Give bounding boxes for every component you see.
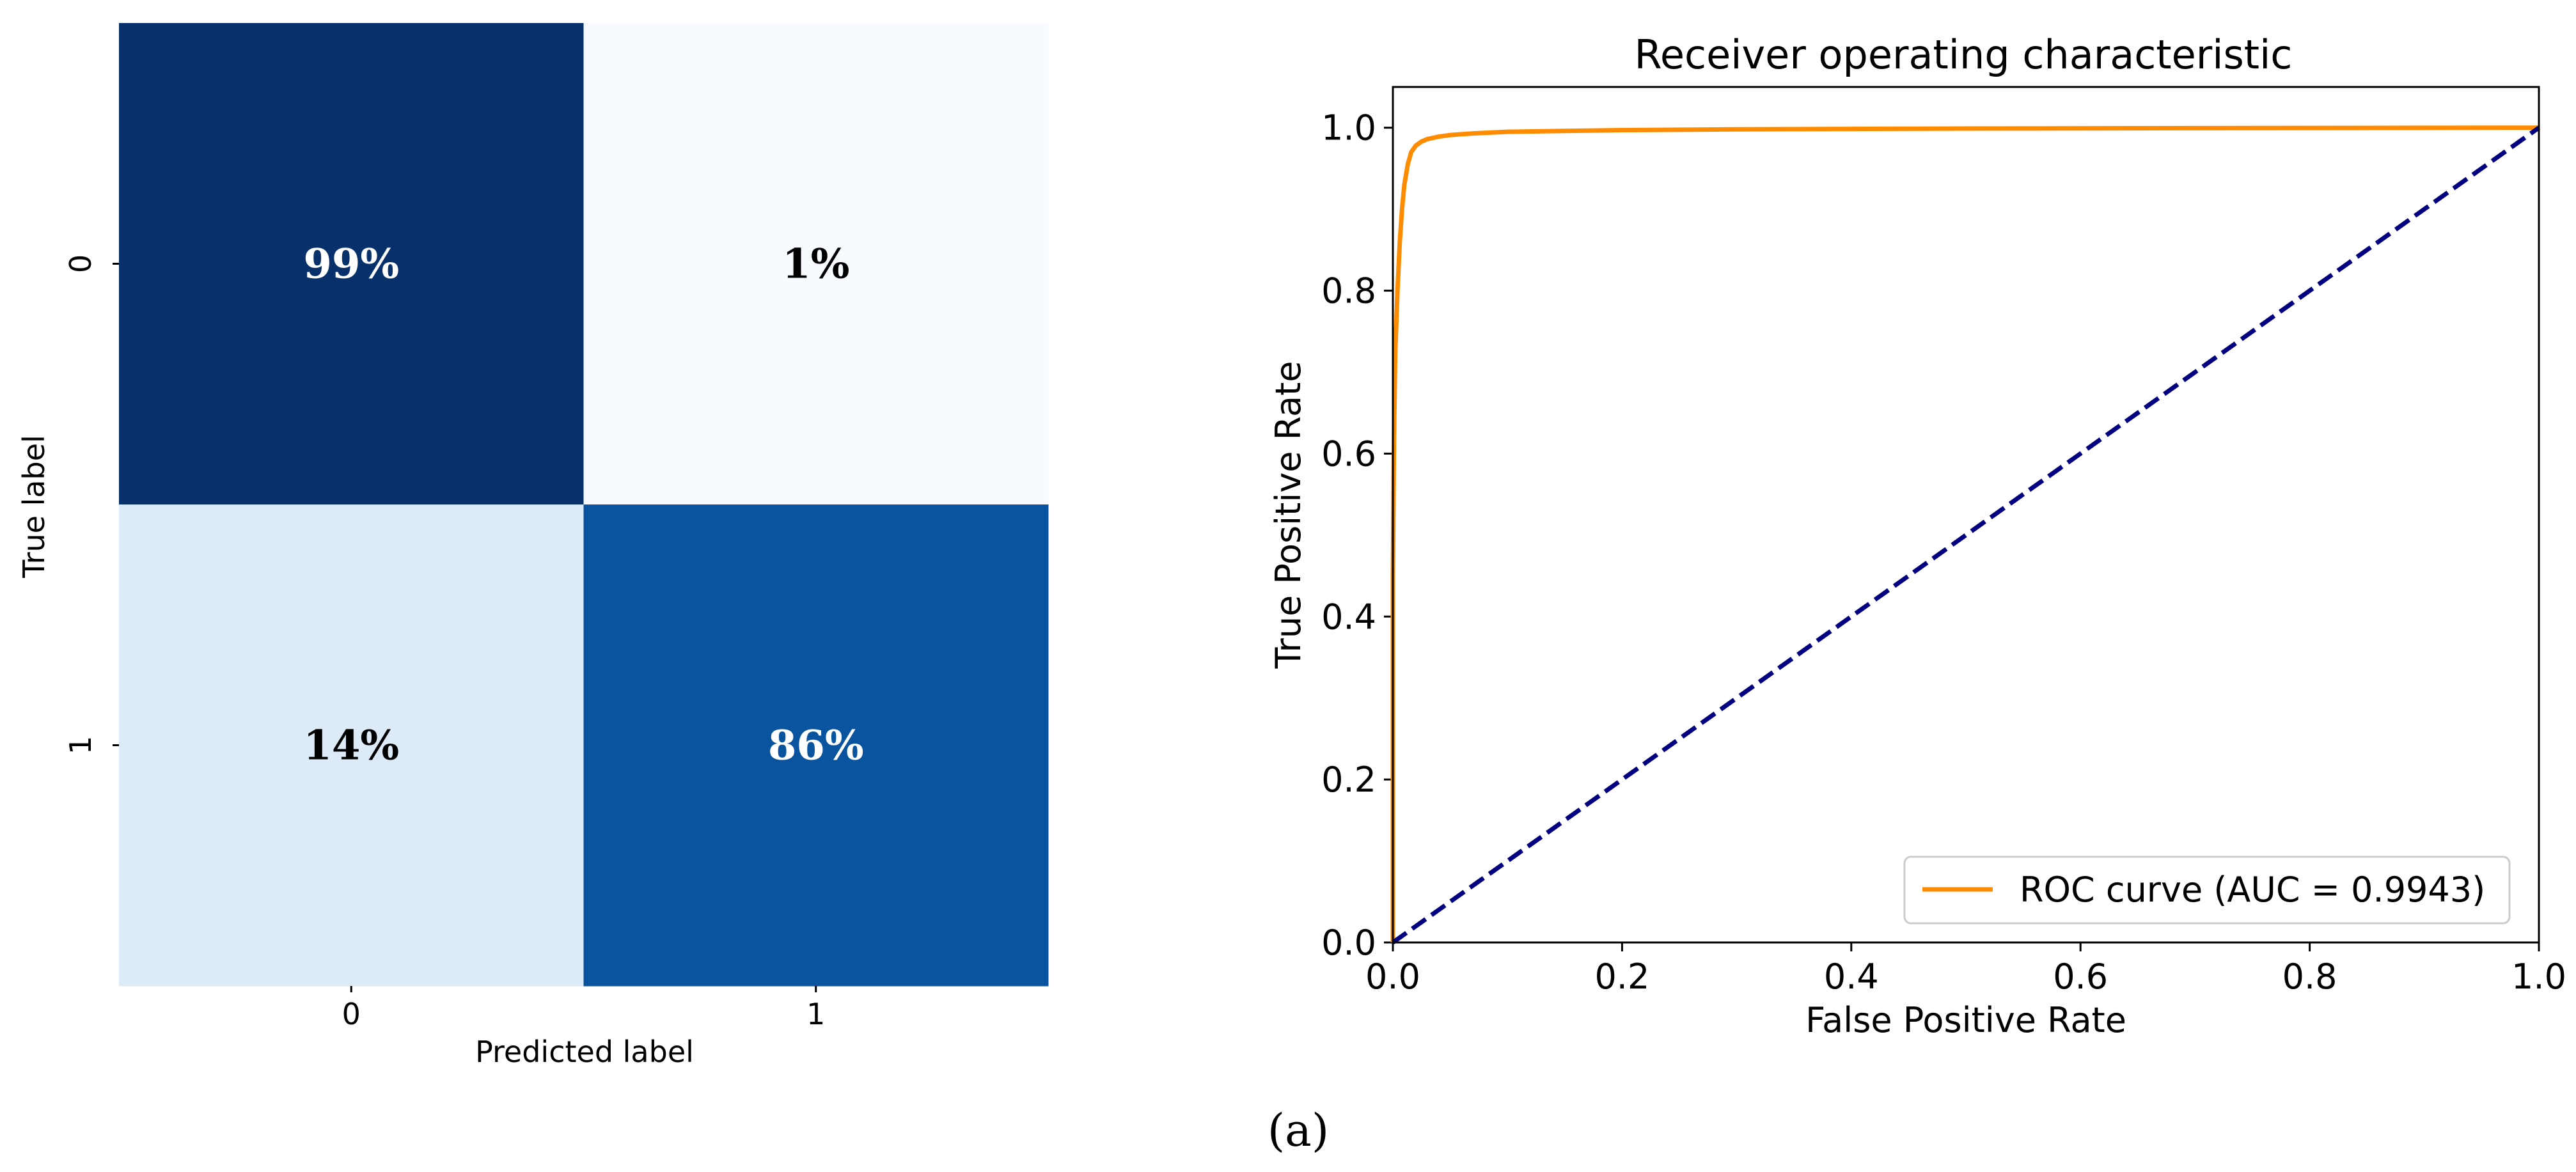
heatmap-annotation: 1% xyxy=(782,240,849,288)
roc-curve-line xyxy=(1390,125,2540,942)
roc-legend: ROC curve (AUC = 0.9943) xyxy=(1903,856,2511,925)
heatmap-xtick-label: 0 xyxy=(342,997,361,1031)
heatmap-annotation: 99% xyxy=(303,240,399,288)
roc-ytick-label: 0.0 xyxy=(1321,923,1376,963)
heatmap-ytick-label: 1 xyxy=(63,736,98,754)
roc-xlabel: False Positive Rate xyxy=(1805,1000,2126,1040)
roc-ytick-label: 0.6 xyxy=(1321,434,1376,474)
legend-label: ROC curve (AUC = 0.9943) xyxy=(2020,870,2485,910)
roc-xtick-label: 1.0 xyxy=(2511,957,2566,997)
roc-title: Receiver operating characteristic xyxy=(1635,31,2293,78)
roc-plot-frame xyxy=(1392,86,2540,944)
roc-series xyxy=(1390,125,2541,944)
heatmap-cells xyxy=(119,23,1049,987)
roc-xtick-label: 0.0 xyxy=(1365,957,1420,997)
roc-ticks: 0.0 0.2 0.4 0.6 0.8 1.0 0.0 0.2 0.4 0.6 0.8 1.0 xyxy=(1321,108,2566,997)
roc-xtick-label: 0.4 xyxy=(1824,957,1879,997)
heatmap-ytick-label: 0 xyxy=(63,254,98,273)
heatmap-cell xyxy=(583,23,1049,505)
roc-ylabel: True Positive Rate xyxy=(1268,361,1308,669)
heatmap-annotation: 86% xyxy=(768,722,864,770)
heatmap-ylabel: True label xyxy=(17,435,51,579)
heatmap-xtick-label: 1 xyxy=(806,997,825,1031)
heatmap-cell xyxy=(583,504,1049,987)
heatmap-cell xyxy=(119,23,584,505)
roc-ytick-label: 0.4 xyxy=(1321,597,1376,637)
chance-diagonal-line xyxy=(1391,125,2541,944)
heatmap-ticks: 0 1 0 1 xyxy=(63,254,825,1031)
heatmap-cell xyxy=(119,504,584,987)
legend-box xyxy=(1903,856,2511,925)
roc-xtick-label: 0.6 xyxy=(2053,957,2108,997)
roc-ytick-label: 0.2 xyxy=(1321,760,1376,800)
heatmap-annotations: 99% 1% 14% 86% xyxy=(303,240,863,770)
roc-ytick-label: 1.0 xyxy=(1321,108,1376,148)
heatmap-xlabel: Predicted label xyxy=(475,1035,694,1069)
roc-xtick-label: 0.8 xyxy=(2282,957,2337,997)
roc-chart: Receiver operating characteristic 0.0 0.2… xyxy=(1268,31,2566,1040)
figure-caption: (a) xyxy=(1268,1104,1329,1157)
confusion-matrix: 99% 1% 14% 86% 0 1 0 1 Predicted label True la… xyxy=(17,23,1049,1069)
heatmap-annotation: 14% xyxy=(303,722,399,770)
roc-ytick-label: 0.8 xyxy=(1321,271,1376,311)
roc-xtick-label: 0.2 xyxy=(1594,957,1649,997)
